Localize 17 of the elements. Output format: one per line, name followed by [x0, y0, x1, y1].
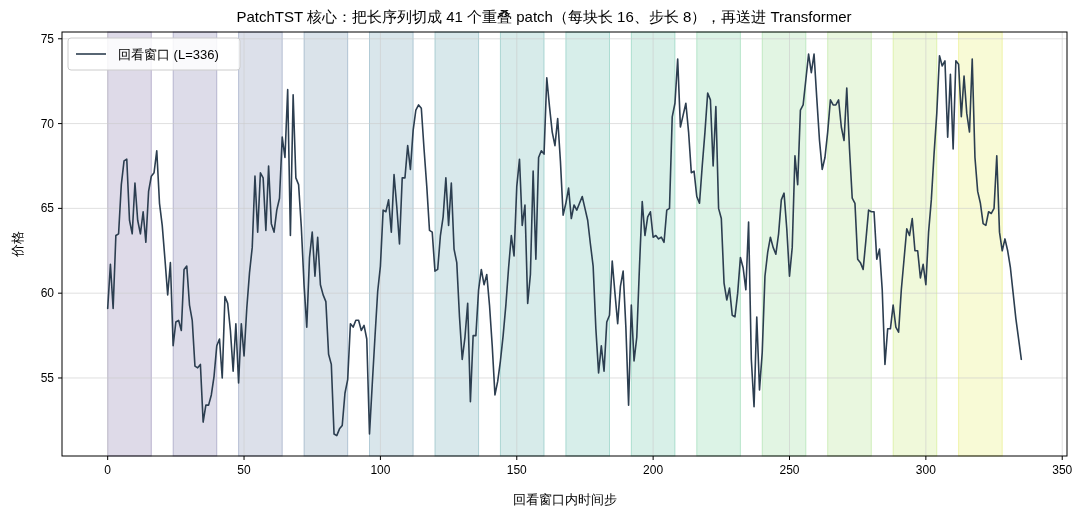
legend-label: 回看窗口 (L=336) [118, 46, 219, 62]
x-tick-label: 0 [104, 463, 112, 477]
y-tick-label: 70 [40, 116, 55, 131]
y-axis-title: 价格 [10, 231, 25, 258]
x-tick-label: 300 [915, 463, 937, 477]
y-tick-label: 60 [40, 286, 55, 301]
x-tick-label: 200 [643, 463, 664, 477]
x-axis-title: 回看窗口内时间步 [512, 492, 617, 507]
y-tick-label: 55 [40, 370, 55, 385]
x-tick-label: 150 [506, 463, 528, 477]
x-tick-label: 50 [237, 463, 252, 477]
x-tick-label: 250 [779, 463, 800, 477]
x-tick-label: 100 [370, 463, 391, 477]
y-tick-label: 65 [40, 201, 55, 216]
x-tick-label: 350 [1052, 463, 1073, 477]
y-tick-label: 75 [40, 31, 55, 46]
chart-title: PatchTST 核心：把长序列切成 41 个重叠 patch（每块长 16、步长 8），再送进 Transformer [236, 8, 852, 25]
